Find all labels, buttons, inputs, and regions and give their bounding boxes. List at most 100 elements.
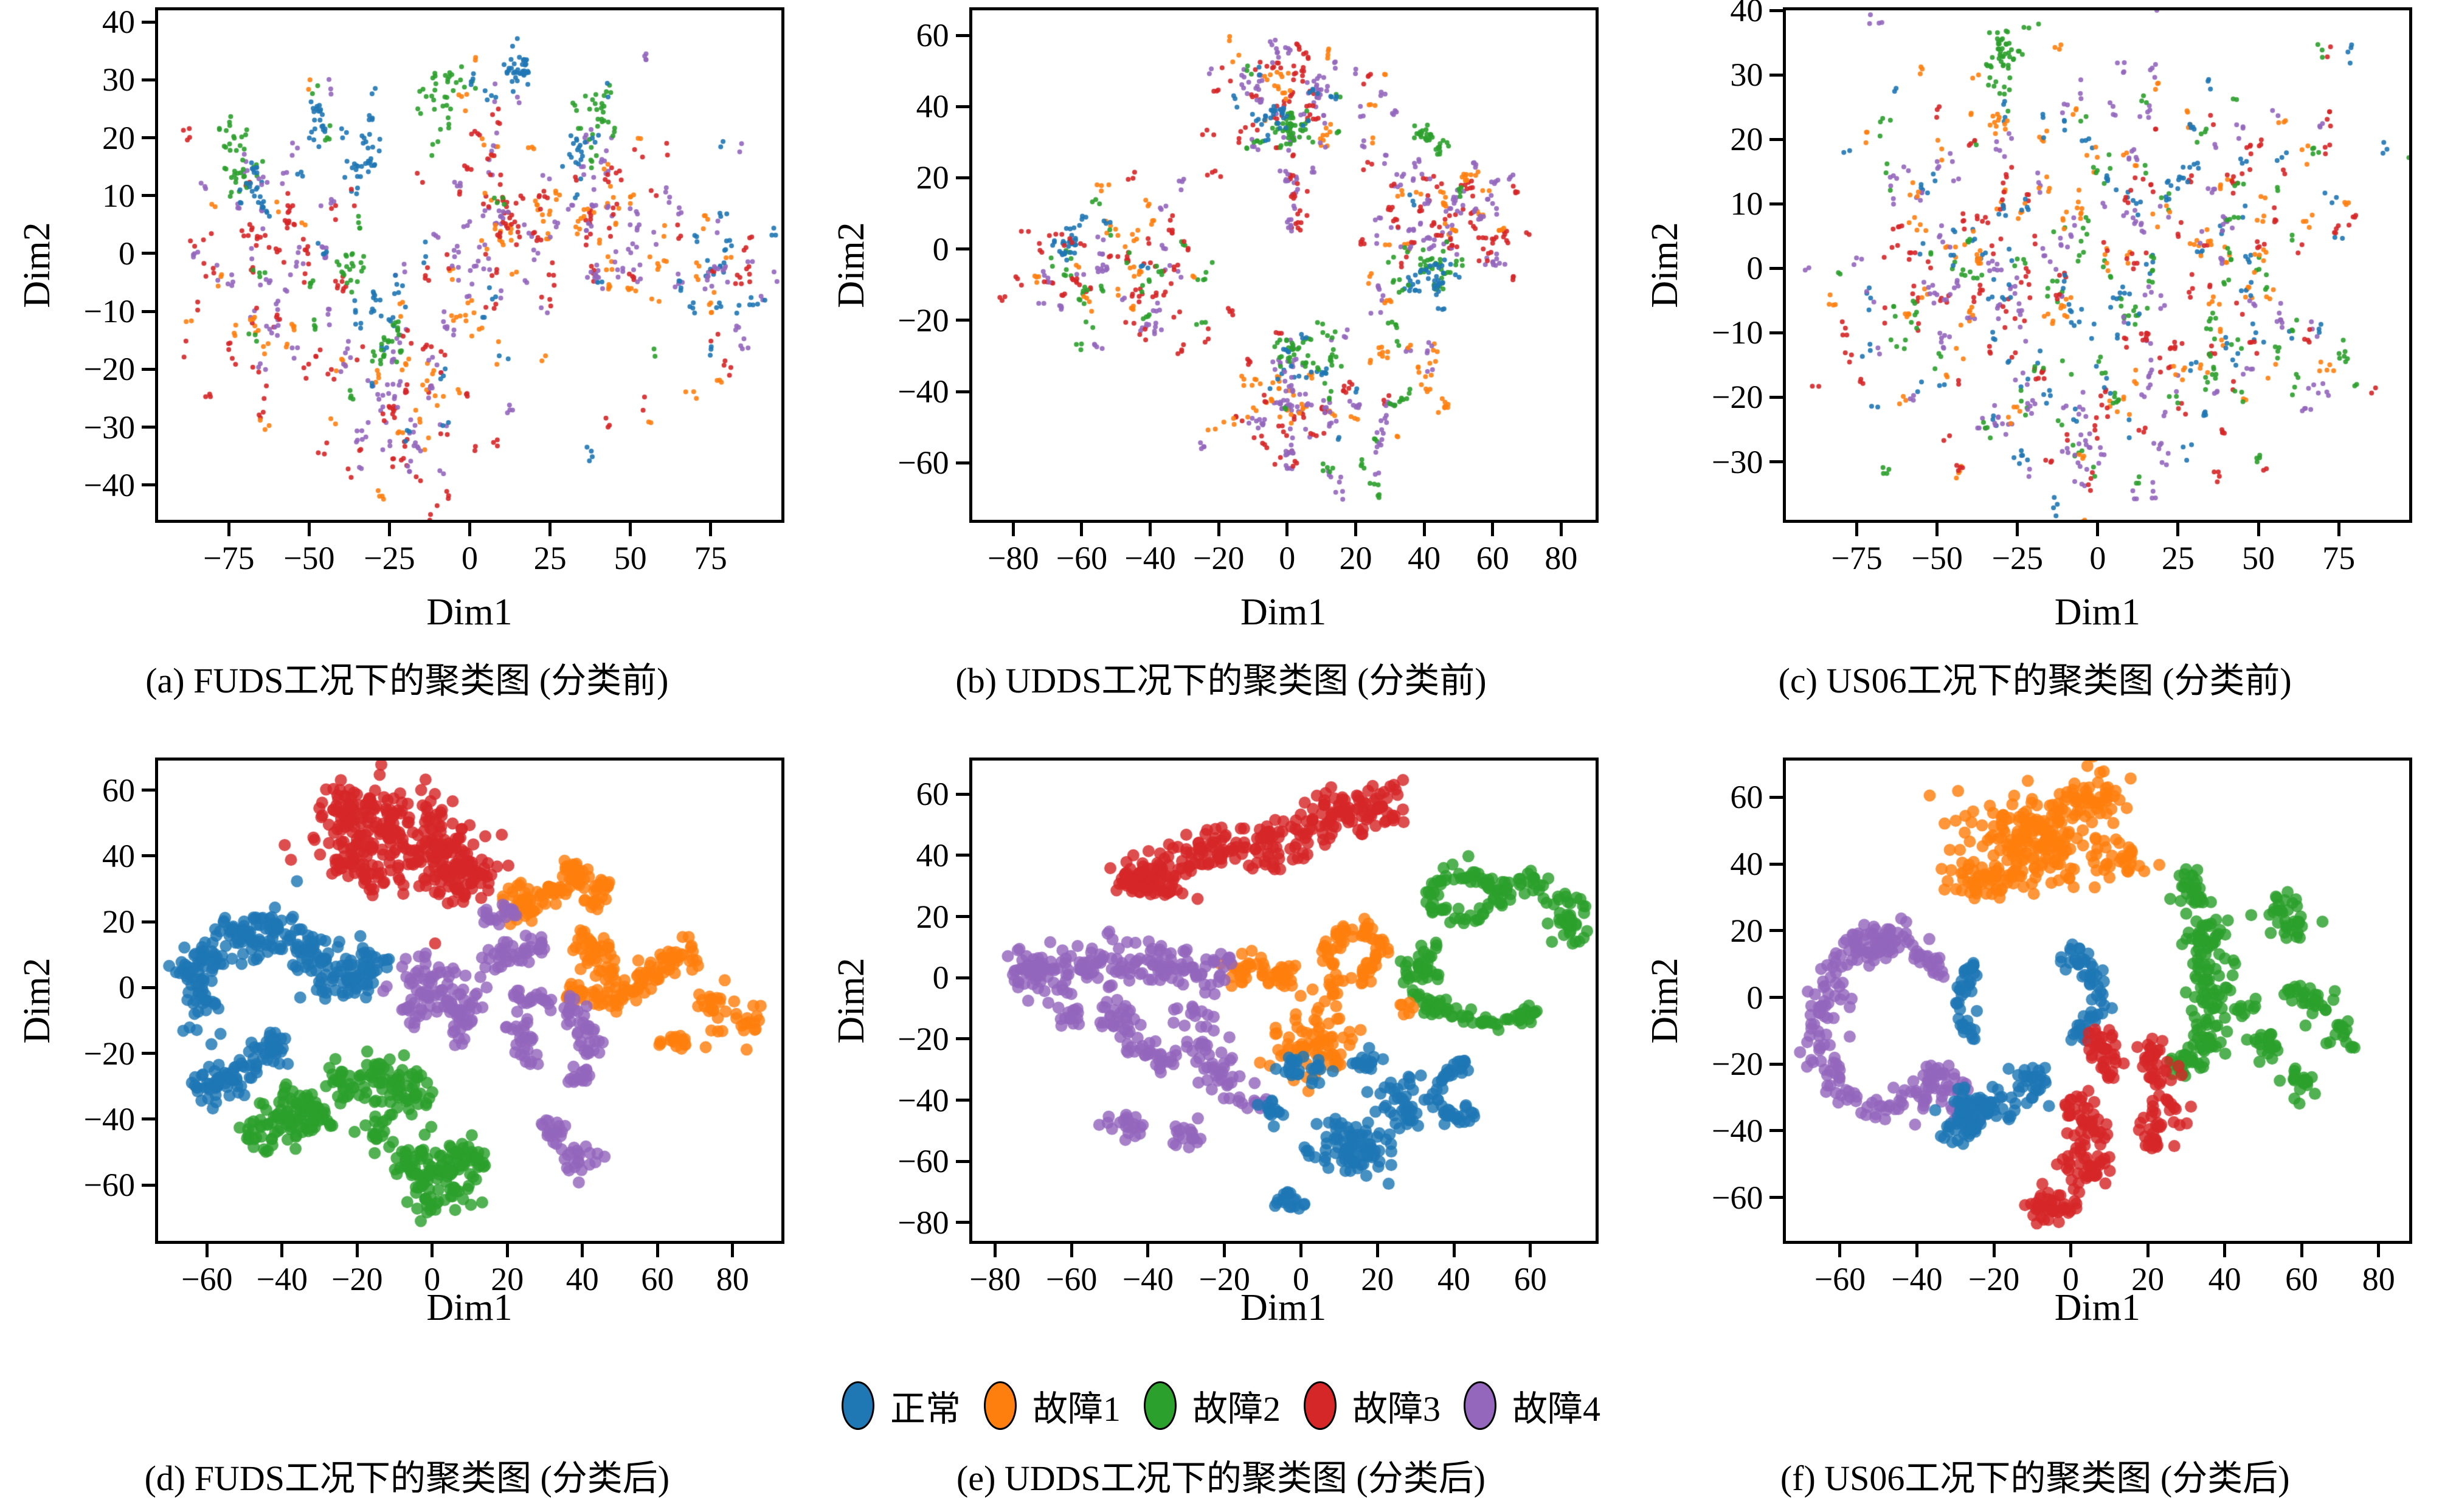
x-tick-label: −40 [1124,540,1176,576]
x-tick-label: 40 [1437,1261,1470,1297]
scatter-plot-c: Dim2 −75 −50 −25 0 25 50 75 −30 −20 −10 0 10 20 30 40 … [1628,0,2442,710]
y-tick-mark [142,194,155,198]
x-tick-mark [2377,1244,2381,1257]
y-tick-mark [955,792,969,796]
y-tick-mark [1769,331,1783,334]
legend-label-fault4: 故障4 [1512,1389,1601,1429]
caption-c: (c) US06工况下的聚类图 (分类前) [1778,661,2292,700]
y-tick-mark [955,33,969,37]
y-axis-label-c: Dim2 [1644,222,1686,308]
x-tick-mark [227,523,230,536]
y-tick-label: −60 [83,1167,135,1203]
x-axis-label-a: Dim1 [426,592,513,633]
x-tick-label: 50 [614,540,647,576]
y-tick-mark [142,426,155,429]
x-tick-label: −20 [1192,540,1245,576]
y-tick-label: −60 [898,1143,949,1180]
x-tick-label: 50 [2242,540,2275,576]
x-tick-mark [280,1244,284,1257]
x-tick-mark [2337,523,2340,536]
y-tick-mark [955,1221,969,1224]
x-tick-label: −75 [1831,540,1883,576]
scatter-canvas-c [1786,10,2410,520]
y-tick-mark [142,789,155,792]
scatter-canvas-d [158,761,781,1241]
x-tick-mark [1559,523,1563,536]
x-tick-label: −20 [1199,1261,1250,1297]
y-tick-label: −60 [898,444,949,482]
y-tick-label: −40 [83,1100,135,1137]
x-tick-mark [2223,1244,2227,1257]
x-tick-mark [1375,1244,1379,1257]
y-tick-mark [142,1117,155,1121]
x-tick-label: −75 [203,540,255,576]
y-axis-label-e: Dim2 [830,958,872,1044]
x-tick-mark [2016,523,2019,536]
y-tick-mark [142,986,155,989]
plot-frame-c: −75 −50 −25 0 25 50 75 −30 −20 −10 0 10 20 30 40 [1712,0,2413,575]
plot-frame-a: −75 −50 −25 0 25 50 75 −40 −30 −20 −10 0 10 20 30 40 [84,5,784,575]
y-tick-mark [955,461,969,464]
x-tick-mark [1452,1244,1456,1257]
y-tick-mark [955,915,969,919]
y-tick-label: 60 [916,17,949,54]
x-tick-mark [1529,1244,1532,1257]
panel-f: Dim2 −60 −40 −20 0 20 40 60 80 −60 −40 −20 0 20 40 60 … [1628,710,2442,1368]
legend-marker-fault4-icon [1464,1381,1497,1430]
scatter-plot-b: Dim2 −80 −60 −40 −20 0 20 40 60 80 −60 −40 −20 0 20 40… [814,0,1628,710]
scatter-canvas-a [158,10,781,520]
x-tick-label: −25 [364,540,415,576]
y-tick-label: 0 [932,959,949,996]
legend-item-fault2: 故障2 [1143,1380,1281,1431]
y-tick-mark [1769,395,1783,399]
y-tick-mark [1769,1062,1783,1066]
row-after-classification: Dim2 −60 −40 −20 0 20 40 60 80 −60 −40 −20 0 20 40 60 … [0,710,2442,1368]
x-tick-label: −50 [283,540,335,576]
x-tick-label: 40 [1408,540,1441,576]
legend-label-fault3: 故障3 [1352,1389,1441,1429]
y-tick-label: 30 [102,61,135,98]
x-tick-label: 40 [566,1261,599,1297]
y-tick-label: 30 [1730,57,1763,94]
y-tick-label: 0 [1746,979,1763,1016]
legend-item-normal: 正常 [841,1380,961,1431]
y-tick-mark [955,390,969,393]
x-tick-label: −60 [1056,540,1108,576]
panel-a: Dim2 −75 −50 −25 0 25 50 75 −40 −30 −20 −10 0 10 20 30… [0,0,814,710]
x-tick-label: 60 [1476,540,1509,576]
x-tick-mark [1838,1244,1842,1257]
panel-d: Dim2 −60 −40 −20 0 20 40 60 80 −60 −40 −20 0 20 40 60 … [0,710,814,1368]
y-tick-mark [142,483,155,487]
x-tick-mark [2300,1244,2303,1257]
y-tick-mark [955,976,969,979]
x-tick-mark [1285,523,1289,536]
y-axis-label-b: Dim2 [830,222,872,308]
legend-marker-fault2-icon [1143,1381,1177,1430]
y-tick-mark [955,1159,969,1163]
y-tick-label: 60 [916,776,949,813]
x-axis-label-e: Dim1 [1240,1287,1327,1328]
x-tick-label: 60 [2285,1261,2319,1297]
y-tick-mark [1769,73,1783,77]
legend-marker-fault1-icon [983,1381,1017,1430]
x-tick-mark [1491,523,1495,536]
x-tick-label: 0 [1279,540,1296,576]
y-tick-label: −30 [83,409,135,446]
x-tick-label: −80 [988,540,1039,576]
x-tick-label: −60 [1045,1261,1098,1297]
y-tick-label: 40 [916,837,949,874]
plot-frame-e: −80 −60 −40 −20 0 20 40 60 −80 −60 −40 −20 0 20 40 60 [898,758,1599,1296]
y-tick-label: 10 [1730,185,1763,223]
x-tick-mark [655,1244,659,1257]
x-tick-label: 75 [2322,540,2356,576]
x-tick-mark [1217,523,1220,536]
y-tick-label: −20 [83,351,135,388]
plot-frame-d: −60 −40 −20 0 20 40 60 80 −60 −40 −20 0 20 40 60 [84,758,784,1296]
x-tick-label: 0 [424,1261,441,1297]
x-tick-label: 0 [462,540,478,576]
y-tick-label: 40 [916,88,949,125]
y-tick-mark [955,1099,969,1102]
scatter-canvas-f [1786,761,2410,1241]
y-tick-label: −10 [83,293,135,330]
